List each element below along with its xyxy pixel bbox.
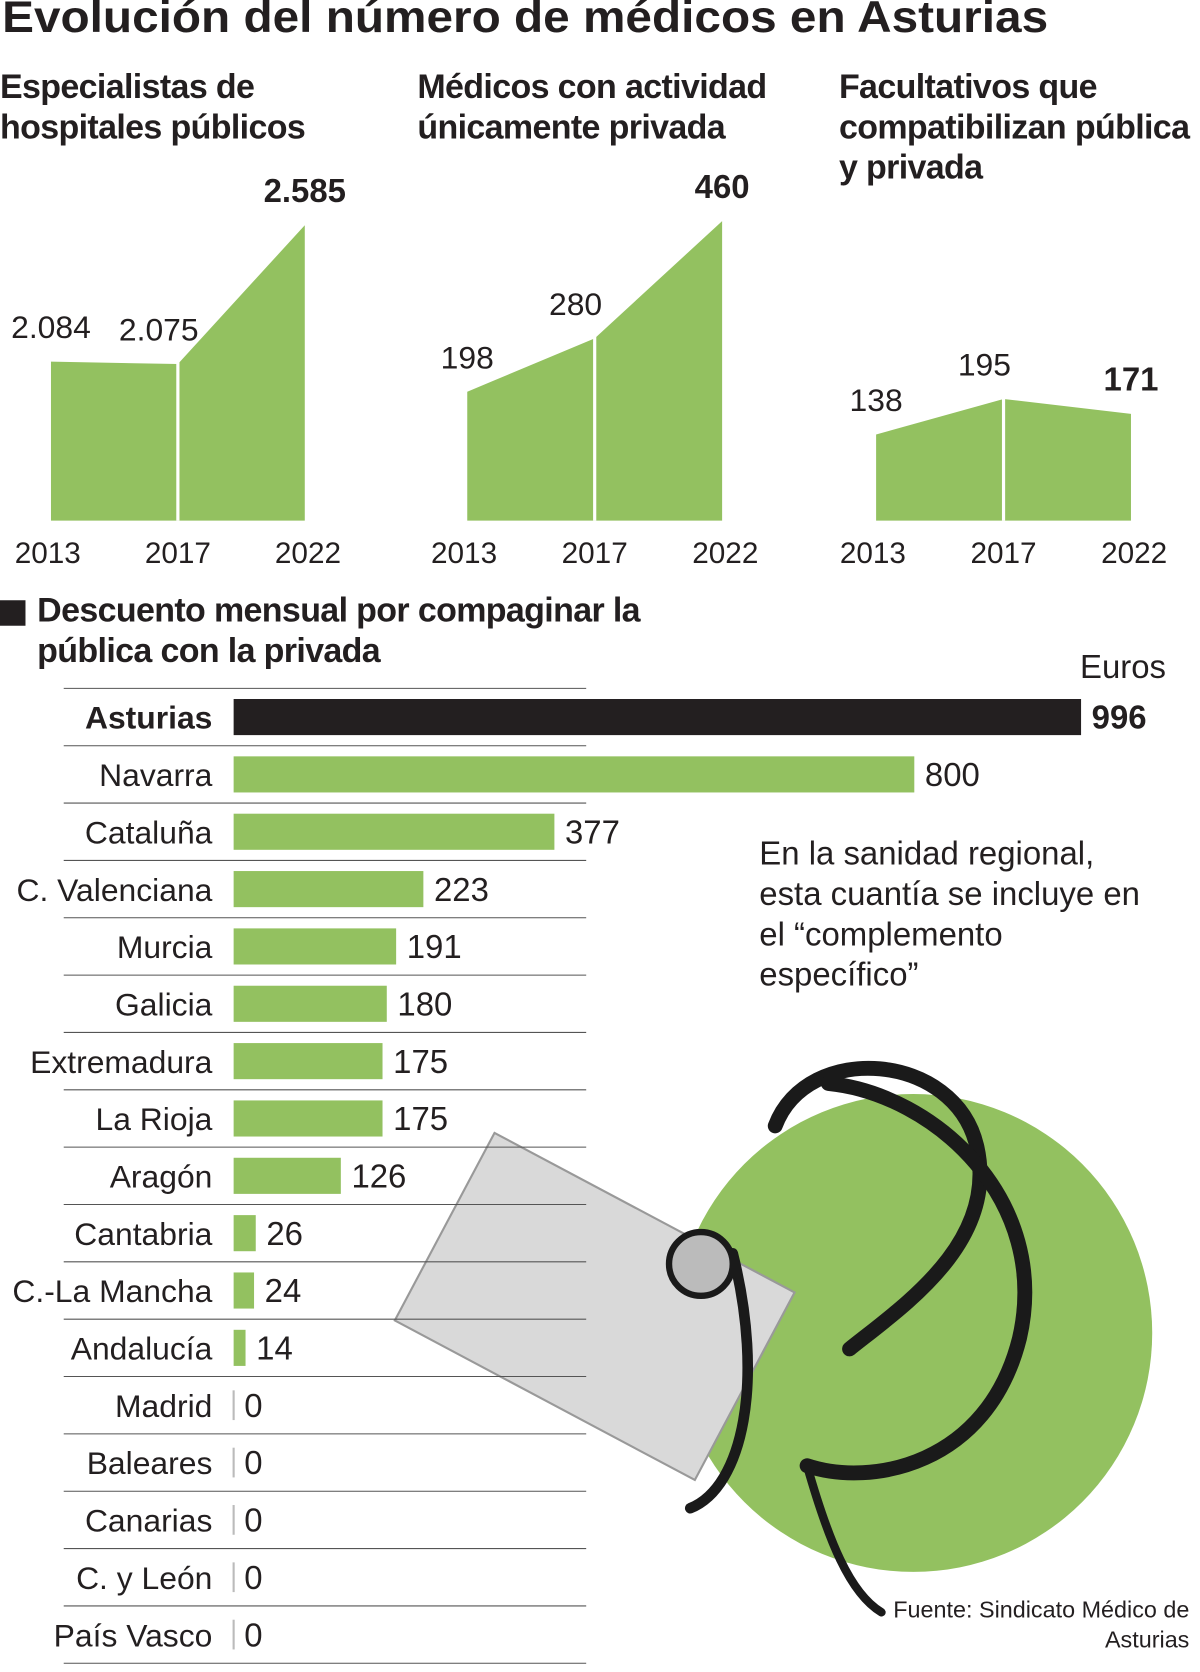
value-label: 175: [393, 1043, 448, 1080]
value-label: 0: [244, 1502, 262, 1539]
category-label: C.-La Mancha: [12, 1273, 212, 1309]
x-tick-label: 2022: [1101, 537, 1167, 570]
value-label: 280: [549, 286, 602, 322]
value-label: 0: [244, 1444, 262, 1481]
value-label: 223: [434, 871, 489, 908]
value-label: 138: [850, 382, 903, 418]
category-label: País Vasco: [54, 1617, 213, 1653]
category-label: Extremadura: [30, 1044, 213, 1080]
x-tick-label: 2013: [15, 537, 81, 570]
category-label: Madrid: [115, 1388, 212, 1424]
category-label: La Rioja: [96, 1101, 213, 1137]
x-tick-label: 2022: [275, 537, 341, 570]
chart-subtitle-box: Facultativos que compatibilizan pública …: [838, 67, 1190, 187]
x-tick-label: 2017: [562, 537, 628, 570]
chart-subtitle: Médicos con actividad únicamente privada: [417, 67, 767, 146]
note-box: En la sanidad regional, esta cuantía se …: [759, 834, 1140, 994]
category-label: C. Valenciana: [16, 872, 212, 908]
chart-subtitle-box: Médicos con actividad únicamente privada: [417, 67, 767, 146]
bar: [233, 756, 915, 793]
note: En la sanidad regional, esta cuantía se …: [759, 834, 1140, 994]
value-label: 14: [256, 1330, 293, 1367]
x-tick-label: 2017: [970, 537, 1036, 570]
bar: [233, 1043, 383, 1080]
section-marker: [0, 600, 26, 626]
x-tick-label: 2013: [431, 537, 497, 570]
bar: [233, 928, 397, 965]
chart-subtitle-box: Descuento mensual por compaginar la públ…: [37, 590, 640, 670]
value-label: 0: [244, 1559, 262, 1596]
value-label: 0: [244, 1616, 262, 1653]
value-label: 0: [244, 1387, 262, 1424]
value-label: 180: [397, 985, 452, 1022]
value-label: 171: [1104, 361, 1159, 398]
category-label: Baleares: [87, 1445, 213, 1481]
bar: [233, 1272, 255, 1309]
value-label: 126: [351, 1158, 406, 1195]
value-label: 377: [565, 813, 620, 850]
category-label: Cantabria: [74, 1216, 212, 1252]
category-label: Asturias: [85, 700, 212, 736]
value-label: 2.084: [11, 309, 91, 345]
bar: [233, 1157, 341, 1194]
value-label: 460: [695, 168, 750, 205]
chart-subtitle: Especialistas de hospitales públicos: [0, 67, 306, 146]
category-label: Andalucía: [71, 1331, 213, 1367]
chart-subtitle: Facultativos que compatibilizan pública …: [838, 67, 1190, 187]
bar: [233, 1100, 383, 1137]
category-label: Canarias: [85, 1503, 212, 1539]
main-title: Evolución del número de médicos en Astur…: [2, 0, 1048, 42]
bar: [233, 871, 424, 908]
category-label: Navarra: [99, 757, 213, 793]
value-label: 175: [393, 1100, 448, 1137]
stethoscope-illustration: [393, 1060, 1033, 1617]
bar: [233, 813, 555, 850]
value-label: 996: [1092, 699, 1147, 736]
decor-circle: [674, 1094, 1153, 1572]
x-tick-label: 2022: [692, 537, 758, 570]
chart-subtitle: Descuento mensual por compaginar la públ…: [37, 590, 640, 670]
value-label: 195: [958, 347, 1011, 383]
category-label: Cataluña: [85, 814, 213, 850]
value-label: 198: [441, 339, 494, 375]
category-label: Murcia: [117, 929, 213, 965]
unit-label: Euros: [1080, 648, 1166, 685]
category-label: Galicia: [115, 986, 213, 1022]
chart-subtitle-box: Especialistas de hospitales públicos: [0, 67, 306, 146]
bar: [233, 985, 387, 1022]
category-label: C. y León: [76, 1560, 212, 1596]
bar: [233, 699, 1082, 736]
value-label: 191: [407, 928, 462, 965]
value-label: 26: [266, 1215, 303, 1252]
category-label: Aragón: [110, 1159, 213, 1195]
source: Fuente: Sindicato Médico de Asturias: [893, 1596, 1190, 1653]
value-label: 24: [265, 1272, 302, 1309]
value-label: 2.075: [119, 312, 199, 348]
x-tick-label: 2013: [840, 537, 906, 570]
value-label: 800: [925, 756, 980, 793]
value-label: 2.585: [264, 172, 346, 209]
bar: [233, 1329, 246, 1366]
source-box: Fuente: Sindicato Médico de Asturias: [893, 1596, 1190, 1653]
x-tick-label: 2017: [145, 537, 211, 570]
bar: [233, 1215, 256, 1252]
